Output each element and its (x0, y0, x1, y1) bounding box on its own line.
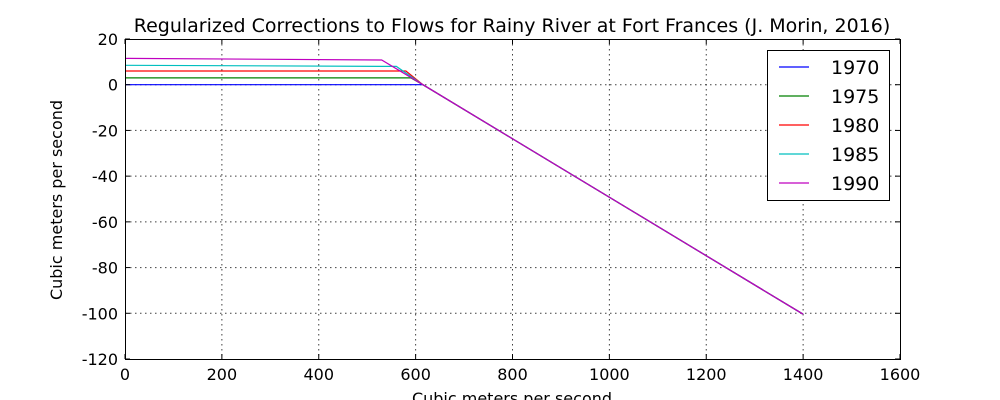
legend-label: 1985 (831, 144, 879, 166)
x-tick-label: 1600 (880, 365, 921, 384)
x-tick-label: 800 (497, 365, 528, 384)
x-tick-label: 0 (120, 365, 130, 384)
y-tick-label: -20 (92, 121, 118, 140)
y-tick-label: -80 (92, 259, 118, 278)
y-tick-label: 20 (98, 30, 118, 49)
y-tick-label: -120 (82, 350, 118, 369)
x-tick-label: 200 (207, 365, 238, 384)
x-tick-label: 1400 (783, 365, 824, 384)
x-tick-label: 400 (303, 365, 334, 384)
y-tick-label: 0 (108, 76, 118, 95)
tick-layer: 0 200 400 600 800 1000 1200 1400 1600200-20-40-6… (82, 30, 921, 384)
y-tick-label: -40 (92, 167, 118, 186)
legend-label: 1990 (831, 173, 879, 195)
x-tick-label: 1000 (589, 365, 630, 384)
y-tick-label: -60 (92, 213, 118, 232)
legend-label: 1975 (831, 86, 879, 108)
legend: 1970 1975 1980 1985 1990 (767, 50, 890, 201)
series-line-1990 (124, 57, 804, 315)
legend-label: 1980 (831, 115, 879, 137)
series-layer (124, 57, 804, 315)
chart-title: Regularized Corrections to Flows for Rai… (134, 15, 891, 37)
y-axis-label: Cubic meters per second (47, 100, 66, 300)
x-tick-label: 1200 (686, 365, 727, 384)
x-axis-label: Cubic meters per second (412, 389, 612, 400)
y-tick-label: -100 (82, 304, 118, 323)
x-tick-label: 600 (400, 365, 431, 384)
legend-label: 1970 (831, 57, 879, 79)
